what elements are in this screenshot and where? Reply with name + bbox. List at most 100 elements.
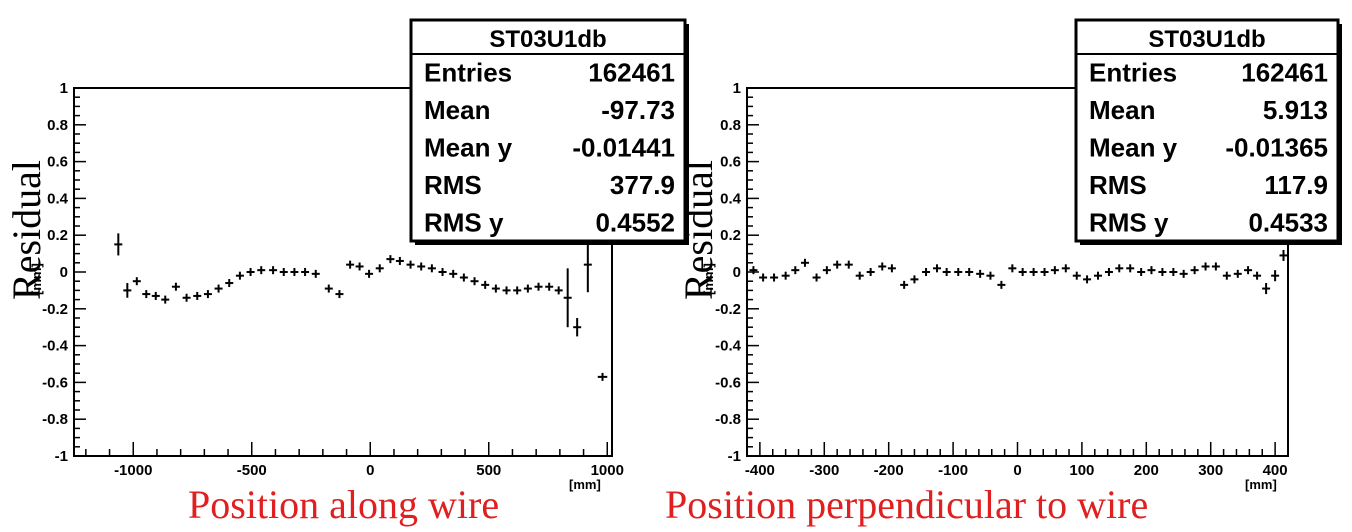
data-point	[279, 268, 288, 276]
x-tick-label: -400	[745, 462, 775, 479]
x-tick-label: -200	[874, 462, 904, 479]
data-point	[563, 268, 572, 328]
stats-row-label: Mean y	[424, 133, 513, 163]
stats-box: ST03U1db Entries 162461 Mean -97.73 Mean y -0.…	[409, 18, 689, 245]
stats-row-label: Entries	[424, 58, 512, 88]
x-tick-label: -300	[809, 462, 839, 479]
data-point	[375, 264, 384, 273]
residual-panel-2: -1 -0.8 -0.6 -0.4 -0.2 0 0.2 0.4 0.6 0.8 1 -400 -300…	[665, 18, 1342, 527]
data-point	[1061, 264, 1070, 273]
y-tick-label: -0.8	[715, 411, 741, 428]
data-point	[844, 260, 853, 269]
data-point	[459, 273, 468, 282]
data-point	[1050, 266, 1059, 275]
data-point	[800, 258, 809, 267]
data-point	[954, 268, 963, 276]
data-point	[781, 271, 790, 280]
data-point	[1201, 262, 1210, 271]
data-point	[114, 233, 123, 256]
y-tick-label: -0.4	[42, 338, 69, 355]
data-point	[203, 290, 212, 299]
data-point	[1158, 268, 1167, 276]
data-point	[1029, 268, 1038, 276]
stats-row-value: 5.913	[1263, 95, 1328, 125]
stats-row-value: 0.4533	[1248, 207, 1328, 237]
x-tick-label: 100	[1069, 462, 1094, 479]
data-point	[833, 260, 842, 269]
y-tick-label: -1	[728, 448, 741, 465]
data-point	[922, 268, 931, 276]
data-point	[324, 284, 333, 293]
residual-panel-1: -1 -0.8 -0.6 -0.4 -0.2 0 0.2 0.4 0.6 0.8 1 -1000 -50…	[4, 18, 689, 527]
x-tick-label: 0	[1013, 462, 1021, 479]
x-axis-unit: [mm]	[569, 477, 601, 492]
stats-row-label: Mean	[1089, 95, 1155, 125]
data-point	[597, 372, 608, 381]
data-point	[1271, 270, 1280, 282]
data-point	[887, 264, 896, 273]
y-tick-label: 0.6	[720, 154, 741, 171]
data-point	[900, 280, 909, 289]
y-tick-label: 0	[733, 264, 741, 281]
data-point	[942, 268, 951, 276]
data-point	[866, 268, 875, 276]
stats-row-label: RMS y	[1089, 207, 1169, 237]
data-point	[269, 266, 278, 275]
data-point	[1104, 268, 1113, 276]
data-point	[523, 284, 532, 293]
data-point	[534, 282, 543, 291]
data-point	[193, 291, 202, 300]
data-point	[997, 280, 1006, 289]
stats-title: ST03U1db	[1148, 26, 1265, 53]
y-tick-label: 0.4	[47, 190, 69, 207]
y-tick-label: 0.6	[47, 154, 68, 171]
data-point	[502, 286, 511, 295]
x-axis-unit: [mm]	[1245, 477, 1277, 492]
y-tick-label: -0.2	[42, 301, 68, 318]
stats-row-value: 117.9	[1264, 170, 1328, 200]
y-tick-label: -0.4	[715, 338, 742, 355]
data-point	[301, 268, 310, 276]
data-point	[346, 260, 355, 269]
y-tick-label: 0.2	[720, 227, 741, 244]
data-point	[151, 291, 160, 300]
data-point	[290, 268, 299, 276]
data-point	[965, 268, 974, 276]
data-point	[1040, 268, 1049, 276]
data-point	[1137, 268, 1146, 276]
data-point	[855, 271, 864, 280]
y-tick-label: 1	[733, 80, 741, 97]
data-point	[545, 282, 554, 291]
data-point	[791, 266, 800, 275]
x-tick-label: 300	[1198, 462, 1223, 479]
data-point	[1094, 271, 1103, 280]
stats-row-label: Mean	[424, 95, 490, 125]
data-point	[1211, 262, 1220, 271]
data-point	[355, 262, 364, 271]
data-point	[1115, 264, 1124, 273]
data-point	[583, 237, 592, 293]
data-point	[438, 268, 447, 276]
stats-row-value: -0.01441	[572, 133, 675, 163]
data-point	[427, 264, 436, 273]
data-point	[770, 273, 779, 282]
stats-row-label: Entries	[1089, 58, 1177, 88]
data-point	[822, 266, 831, 275]
data-point	[932, 264, 941, 273]
data-point	[1279, 249, 1288, 261]
stats-row-value: 162461	[588, 58, 675, 88]
stats-row-value: 0.4552	[595, 207, 675, 237]
stats-row-label: Mean y	[1089, 133, 1178, 163]
data-point	[554, 286, 563, 295]
data-point	[910, 275, 919, 284]
stats-row-value: -97.73	[601, 95, 675, 125]
stats-box-frame	[409, 18, 687, 243]
data-point	[759, 273, 768, 282]
data-point	[1018, 268, 1027, 276]
y-tick-label: 1	[60, 80, 68, 97]
stats-row-value: 377.9	[610, 170, 675, 200]
stats-title: ST03U1db	[489, 26, 606, 53]
data-point	[1147, 266, 1156, 275]
y-axis-label: Residual	[676, 160, 721, 300]
